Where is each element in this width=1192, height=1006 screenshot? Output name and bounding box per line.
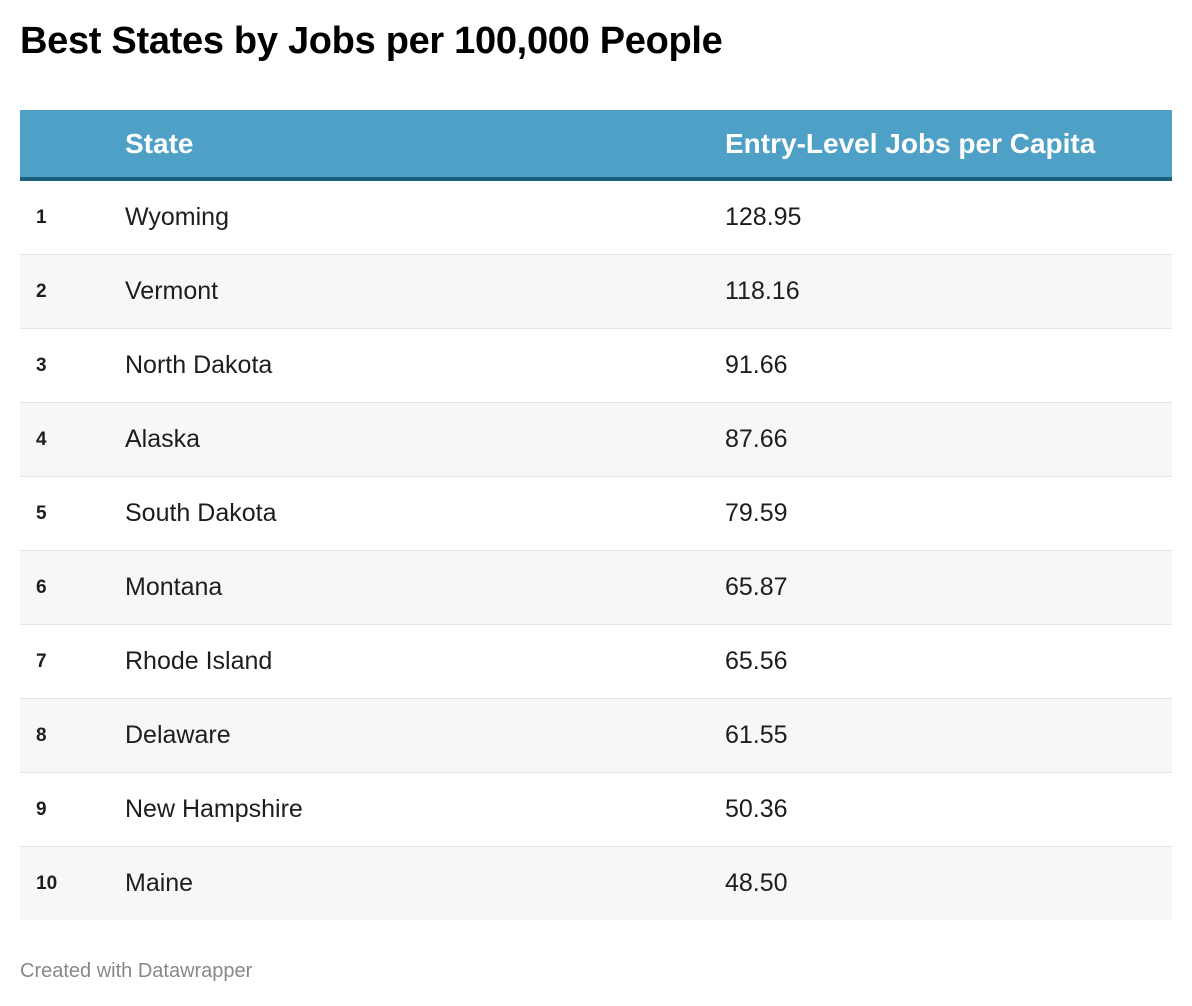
table-row: 5 South Dakota 79.59 [20,477,1172,551]
state-cell: Wyoming [125,203,229,231]
table-row: 4 Alaska 87.66 [20,403,1172,477]
value-cell: 118.16 [725,277,800,305]
value-cell: 87.66 [725,425,788,453]
header-state: State [125,127,194,159]
state-cell: Vermont [125,277,219,305]
value-cell: 48.50 [725,869,788,897]
rank-cell: 2 [36,280,47,302]
rank-cell: 4 [36,428,47,450]
value-cell: 61.55 [725,721,788,749]
value-cell: 91.66 [725,351,788,379]
footer-credit: Created with Datawrapper [20,960,253,982]
rank-cell: 9 [36,798,47,820]
table-row: 9 New Hampshire 50.36 [20,773,1172,847]
value-cell: 128.95 [725,203,802,231]
rank-cell: 6 [36,576,47,598]
rank-cell: 8 [36,724,47,746]
header-value: Entry-Level Jobs per Capita [725,127,1096,159]
table-header: State Entry-Level Jobs per Capita [20,110,1172,181]
state-cell: Delaware [125,721,231,749]
table-row: 7 Rhode Island 65.56 [20,625,1172,699]
table-row: 6 Montana 65.87 [20,551,1172,625]
ranking-table: State Entry-Level Jobs per Capita 1 Wyomi… [20,110,1172,920]
table-body: 1 Wyoming 128.95 2 Vermont 118.16 3 North Dakot… [20,181,1172,920]
rank-cell: 1 [36,206,47,228]
table-row: 2 Vermont 118.16 [20,255,1172,329]
page-title: Best States by Jobs per 100,000 People [20,20,723,62]
state-cell: Rhode Island [125,647,273,675]
state-cell: Maine [125,869,194,897]
state-cell: Alaska [125,425,201,453]
rank-cell: 7 [36,650,47,672]
state-cell: South Dakota [125,499,277,527]
state-cell: New Hampshire [125,795,303,823]
rank-cell: 10 [36,872,58,894]
rank-cell: 5 [36,502,47,524]
state-cell: North Dakota [125,351,273,379]
value-cell: 79.59 [725,499,788,527]
table-row: 1 Wyoming 128.95 [20,181,1172,255]
table-row: 3 North Dakota 91.66 [20,329,1172,403]
table-row: 10 Maine 48.50 [20,847,1172,920]
table-row: 8 Delaware 61.55 [20,699,1172,773]
state-cell: Montana [125,573,223,601]
rank-cell: 3 [36,354,47,376]
value-cell: 65.87 [725,573,788,601]
value-cell: 50.36 [725,795,788,823]
value-cell: 65.56 [725,647,788,675]
